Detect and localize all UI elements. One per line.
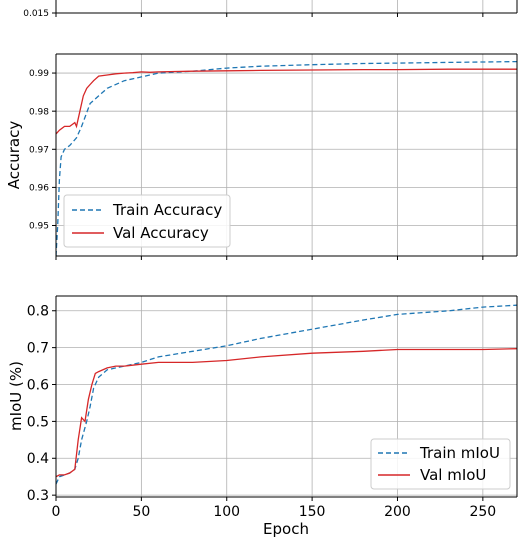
top-ytick-label-0: 0.015 bbox=[23, 9, 49, 19]
top-partial-panel: 0.015 bbox=[23, 0, 518, 19]
miou-ytick-label-0: 0.3 bbox=[27, 488, 49, 504]
accuracy-axes bbox=[55, 53, 518, 257]
miou-y-axis-label: mIoU (%) bbox=[7, 361, 25, 431]
accuracy-series bbox=[56, 60, 517, 256]
acc-series-val-accuracy bbox=[56, 68, 517, 135]
legend-train-accuracy-label: Train Accuracy bbox=[112, 201, 222, 219]
miou-axes bbox=[55, 295, 518, 498]
miou-ticks: 0.3 0.4 0.5 0.6 0.7 0.8 0 50 100 150 200 250 bbox=[27, 304, 496, 520]
acc-ytick-label-0: 0.95 bbox=[29, 222, 49, 232]
accuracy-legend-box bbox=[63, 194, 231, 248]
miou-xtick-label-1: 50 bbox=[132, 504, 150, 520]
miou-ytick-label-1: 0.4 bbox=[27, 451, 49, 467]
top-ticks: 0.015 bbox=[23, 9, 484, 19]
miou-xtick-label-3: 150 bbox=[299, 504, 326, 520]
miou-ytick-label-4: 0.7 bbox=[27, 341, 49, 357]
legend-val-miou-label: Val mIoU bbox=[420, 466, 486, 484]
accuracy-panel: 0.95 0.96 0.97 0.98 0.99 Accuracy Train Accu… bbox=[5, 53, 518, 260]
miou-legend-box bbox=[370, 438, 511, 490]
acc-ytick-label-2: 0.97 bbox=[29, 145, 49, 155]
miou-ytick-label-5: 0.8 bbox=[27, 304, 49, 320]
acc-series-train-accuracy bbox=[56, 60, 517, 256]
miou-panel: 0.3 0.4 0.5 0.6 0.7 0.8 0 50 100 150 200 250 mIoU (… bbox=[7, 295, 518, 538]
x-axis-label: Epoch bbox=[263, 520, 309, 538]
miou-xtick-label-2: 100 bbox=[213, 504, 240, 520]
top-axes bbox=[55, 0, 518, 14]
acc-ytick-label-1: 0.96 bbox=[29, 184, 49, 194]
accuracy-grid bbox=[56, 54, 517, 256]
miou-legend: Train mIoU Val mIoU bbox=[370, 438, 511, 490]
legend-train-miou-label: Train mIoU bbox=[419, 444, 500, 462]
miou-ytick-label-3: 0.6 bbox=[27, 377, 49, 393]
acc-ytick-label-3: 0.98 bbox=[29, 107, 49, 117]
miou-xtick-label-4: 200 bbox=[384, 504, 411, 520]
miou-xtick-label-0: 0 bbox=[52, 504, 61, 520]
top-grid bbox=[56, 0, 517, 14]
accuracy-y-axis-label: Accuracy bbox=[5, 121, 23, 190]
miou-series-val-miou bbox=[56, 348, 517, 478]
miou-grid bbox=[56, 296, 517, 497]
legend-val-accuracy-label: Val Accuracy bbox=[113, 224, 209, 242]
acc-ytick-label-4: 0.99 bbox=[29, 69, 49, 79]
miou-series bbox=[56, 304, 517, 485]
accuracy-ticks: 0.95 0.96 0.97 0.98 0.99 bbox=[29, 69, 484, 260]
miou-ytick-label-2: 0.5 bbox=[27, 414, 49, 430]
miou-xtick-label-5: 250 bbox=[469, 504, 496, 520]
accuracy-legend: Train Accuracy Val Accuracy bbox=[63, 194, 231, 248]
